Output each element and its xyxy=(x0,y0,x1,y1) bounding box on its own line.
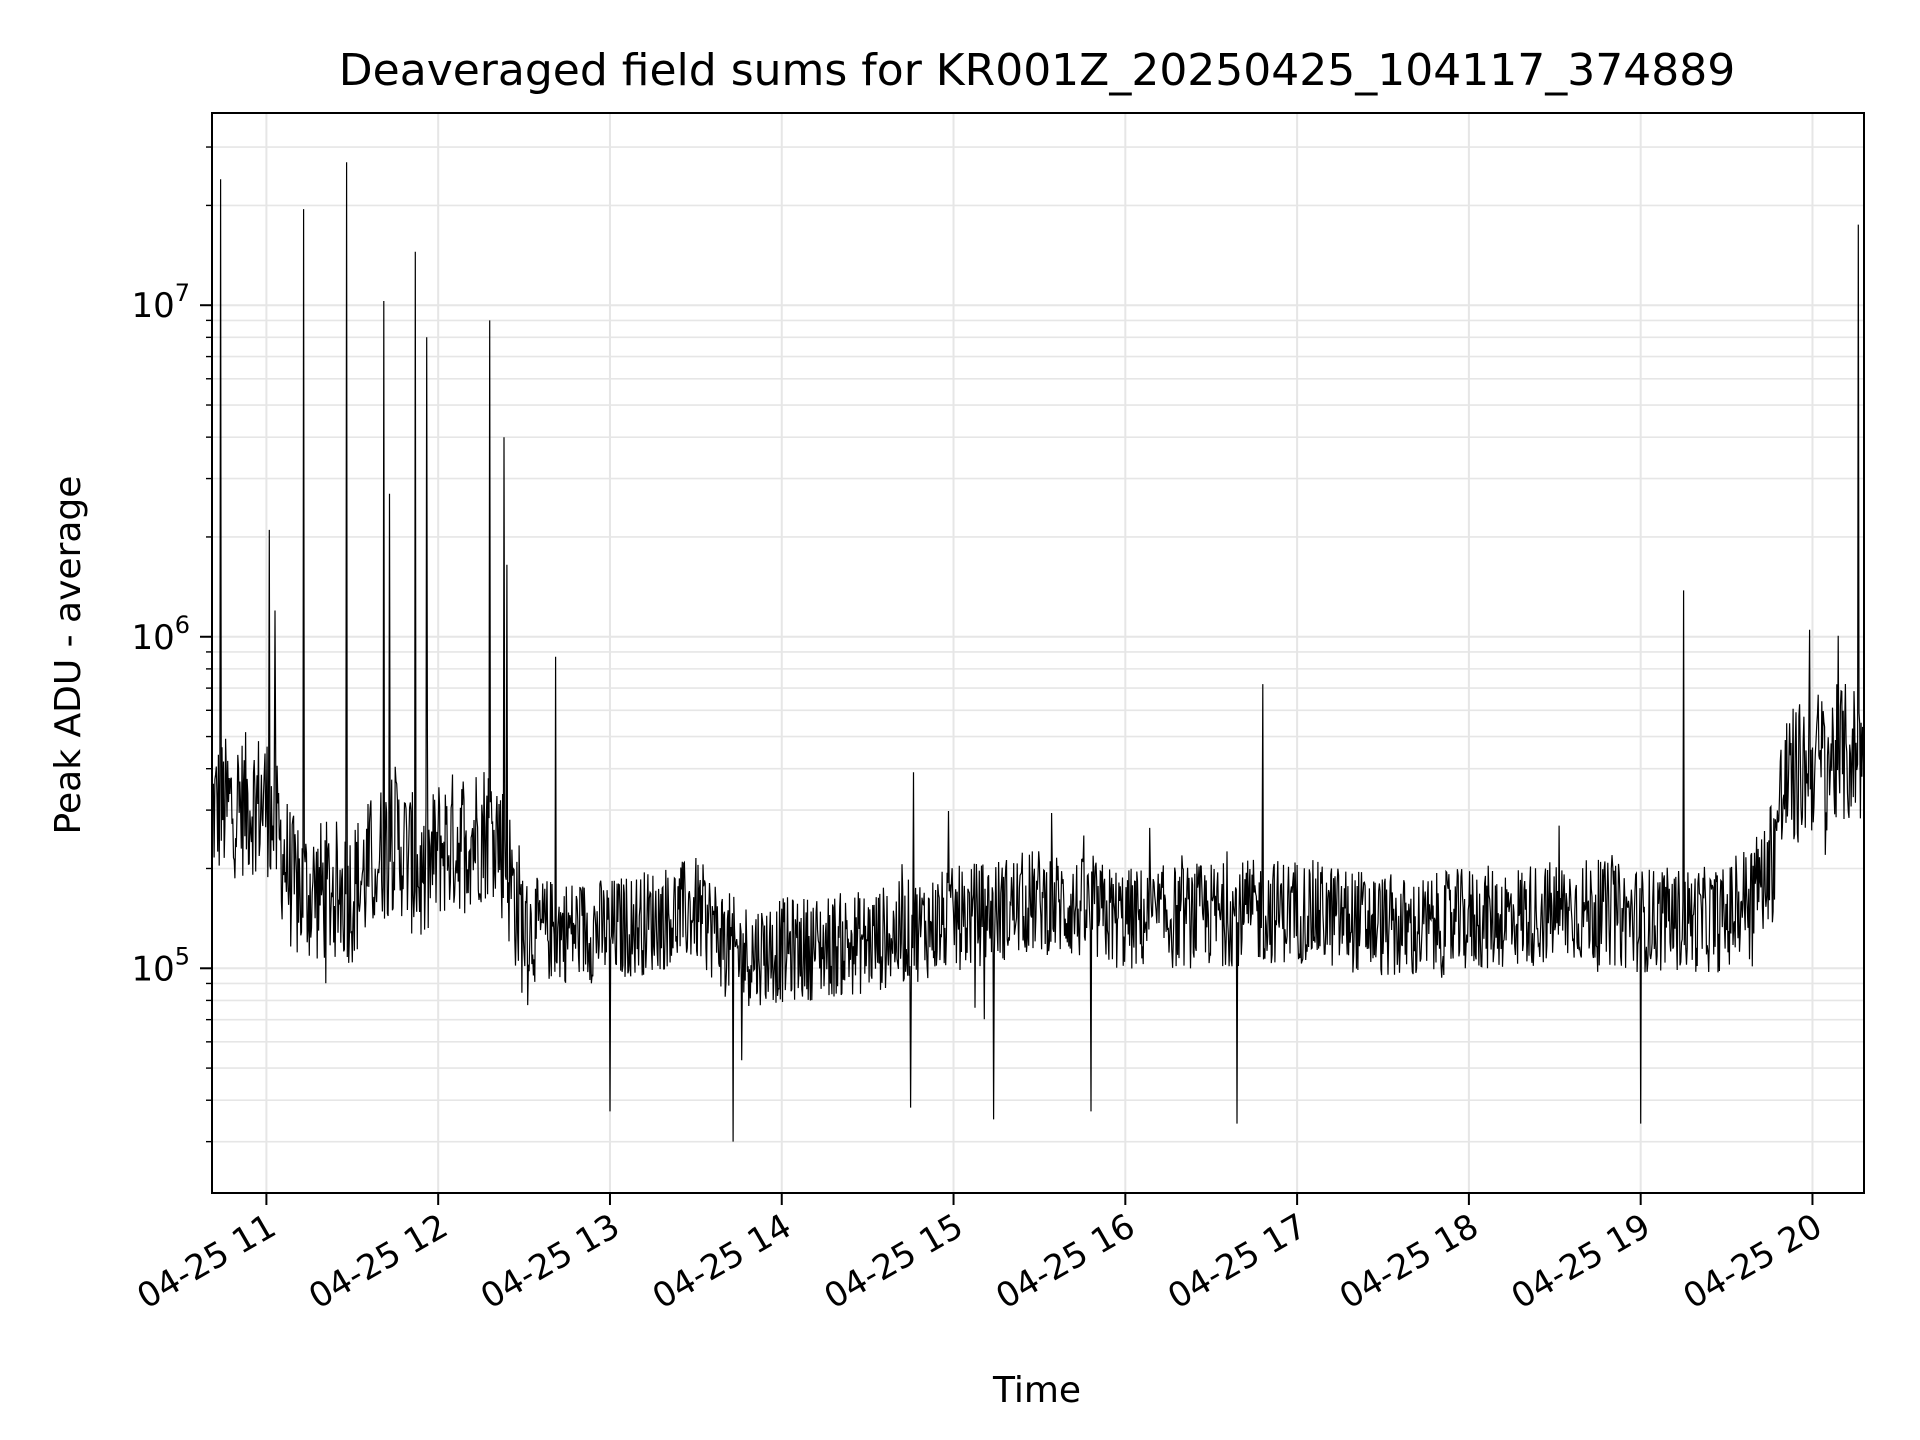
grid xyxy=(212,113,1864,1193)
data-layer xyxy=(211,162,1865,1142)
y-tick-label: 106 xyxy=(131,611,190,658)
y-tick-label: 107 xyxy=(131,279,190,326)
y-axis-label: Peak ADU - average xyxy=(48,476,89,835)
y-tick-label: 105 xyxy=(131,942,190,989)
series-line xyxy=(211,162,1865,1142)
plot-frame xyxy=(211,112,1865,1194)
x-axis-label: Time xyxy=(992,1370,1081,1411)
y-axis: 105 106 107 xyxy=(131,146,212,1143)
chart-title: Deaveraged field sums for KR001Z_2025042… xyxy=(339,45,1735,96)
